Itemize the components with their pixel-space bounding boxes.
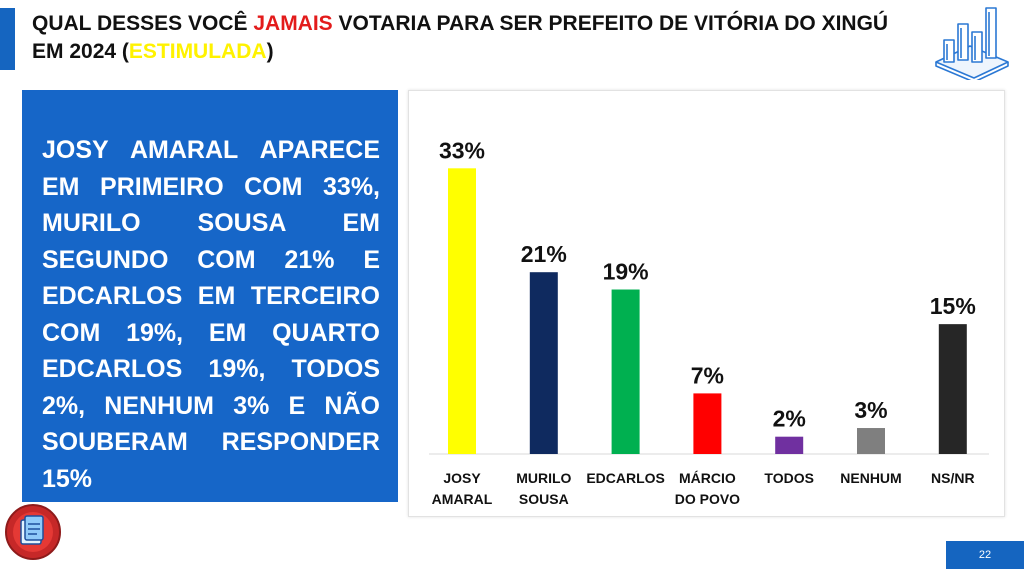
chart-panel: 33% JOSY AMARAL 21% MURILO SOUSA 19% EDCARLOS 7%… xyxy=(408,90,1005,517)
category-label-todos: TODOS xyxy=(764,470,814,486)
vote-rejection-bar-chart: 33% JOSY AMARAL 21% MURILO SOUSA 19% EDCARLOS 7%… xyxy=(429,137,989,507)
title-tag: ESTIMULADA xyxy=(128,40,267,63)
data-label-josy-amaral: 33% xyxy=(439,137,485,163)
bar-murilo-sousa xyxy=(529,272,558,454)
title-accent-bar xyxy=(0,8,15,70)
data-label-nenhum: 3% xyxy=(854,397,887,423)
data-label-ns-nr: 15% xyxy=(930,293,976,319)
category-label-ns-nr: NS/NR xyxy=(931,470,975,486)
title-part-3: ) xyxy=(266,40,274,63)
page-number: 22 xyxy=(946,541,1024,569)
summary-box: JOSY AMARAL APARECE EM PRIMEIRO COM 33%,… xyxy=(22,90,398,502)
data-label-todos: 2% xyxy=(773,406,806,432)
bar-ns-nr xyxy=(938,324,967,454)
category-label-josy-amaral: JOSY AMARAL xyxy=(432,470,493,507)
title-highlight: JAMAIS xyxy=(253,12,333,35)
bar-josy-amaral xyxy=(448,168,476,455)
category-label-nenhum: NENHUM xyxy=(840,470,901,486)
title-part-2: VOTARIA PARA SER PREFEITO DE VITÓRIA DO … xyxy=(32,12,889,63)
bar-nenhum xyxy=(857,428,885,454)
category-label-edcarlos: EDCARLOS xyxy=(586,470,665,486)
data-label-edcarlos: 19% xyxy=(603,259,649,285)
bar-todos xyxy=(775,436,804,454)
summary-text: JOSY AMARAL APARECE EM PRIMEIRO COM 33%,… xyxy=(42,136,380,493)
bar-edcarlos xyxy=(611,289,640,454)
institute-logo-icon xyxy=(4,502,62,562)
page-title: QUAL DESSES VOCÊ JAMAIS VOTARIA PARA SER… xyxy=(32,10,912,66)
category-label-m-rcio-do-povo: MÁRCIO DO POVO xyxy=(675,470,740,507)
data-label-murilo-sousa: 21% xyxy=(521,241,567,267)
bar-m-rcio-do-povo xyxy=(693,393,722,454)
category-label-murilo-sousa: MURILO SOUSA xyxy=(516,470,571,507)
title-part-1: QUAL DESSES VOCÊ xyxy=(32,12,254,35)
bar-chart-icon xyxy=(930,4,1012,83)
data-label-m-rcio-do-povo: 7% xyxy=(691,362,724,388)
